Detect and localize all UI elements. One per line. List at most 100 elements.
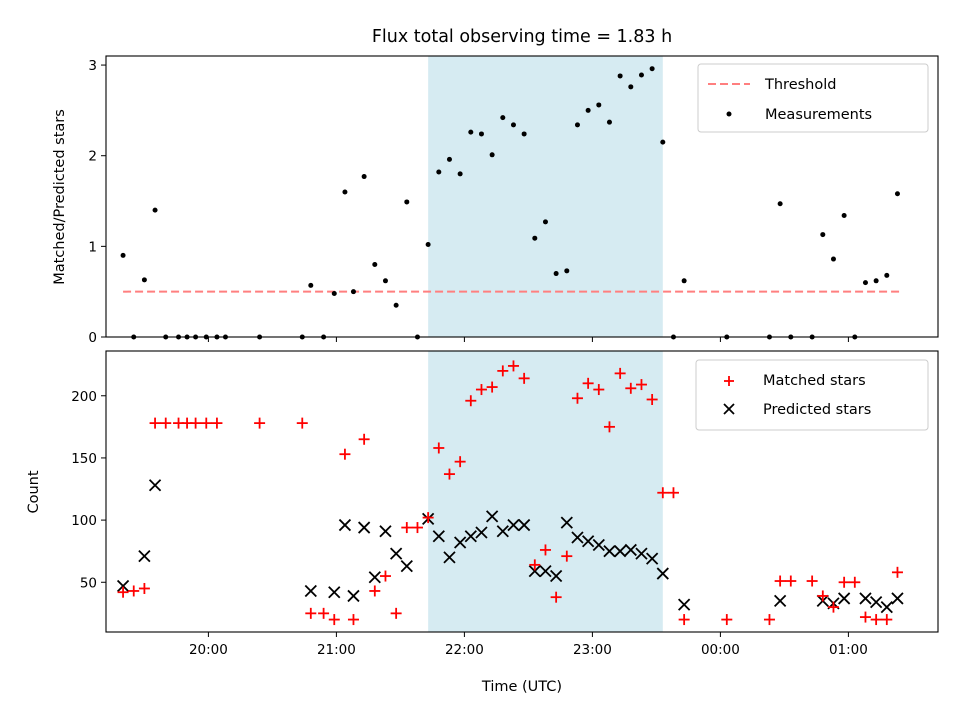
measurement-point xyxy=(542,219,548,225)
predicted-star-point xyxy=(635,547,648,560)
measurement-point xyxy=(404,199,410,205)
matched-star-point xyxy=(328,614,340,626)
bottom-axes-frame xyxy=(105,350,939,633)
matched-star-point xyxy=(646,393,658,405)
measurement-point xyxy=(489,152,495,158)
matched-star-point xyxy=(318,607,330,619)
x-tick-label: 00:00 xyxy=(701,642,740,658)
matched-star-point xyxy=(507,360,519,372)
predicted-star-point xyxy=(549,569,563,583)
measurement-point xyxy=(649,66,655,72)
top-shaded-window xyxy=(428,56,663,337)
measurement-point xyxy=(830,256,836,262)
x-tick-label: 22:00 xyxy=(445,642,484,658)
predicted-star-point xyxy=(400,559,413,573)
measurement-point xyxy=(628,84,634,90)
predicted-star-point xyxy=(891,592,904,605)
measurement-point xyxy=(446,156,452,162)
matched-star-point xyxy=(211,417,223,429)
measurement-point xyxy=(331,290,337,296)
predicted-star-point xyxy=(443,551,456,564)
matched-star-point xyxy=(390,607,402,619)
predicted-star-point xyxy=(304,584,317,598)
matched-star-point xyxy=(614,367,626,379)
bottom-marks xyxy=(116,360,904,626)
matched-star-point xyxy=(849,576,861,588)
matched-star-point xyxy=(550,591,562,603)
matched-star-point xyxy=(667,487,679,499)
matched-star-point xyxy=(881,614,893,626)
matched-star-point xyxy=(454,456,466,468)
predicted-star-point xyxy=(379,525,392,538)
bottom-legend: Matched stars Predicted stars xyxy=(695,359,929,431)
predicted-star-point xyxy=(507,518,520,532)
measurement-point xyxy=(553,271,559,277)
predicted-star-point xyxy=(571,531,584,544)
measurement-point xyxy=(342,189,348,195)
measurement-point xyxy=(681,278,687,284)
measurement-point xyxy=(120,252,126,258)
predicted-star-point xyxy=(603,545,616,558)
bottom-y-tick-label: 100 xyxy=(71,513,97,529)
matched-star-point xyxy=(200,417,212,429)
top-y-tick-label: 2 xyxy=(88,149,97,165)
measurement-point xyxy=(457,171,463,177)
top-legend: Threshold Measurements xyxy=(697,63,929,133)
measurement-point xyxy=(468,129,474,135)
measurement-point xyxy=(393,302,399,308)
measurement-point xyxy=(574,122,580,128)
predicted-star-point xyxy=(880,600,893,614)
bottom-legend-box xyxy=(695,359,929,431)
predicted-star-point xyxy=(485,510,499,523)
bottom-y-axis-label: Count xyxy=(26,470,42,513)
x-tick-label: 20:00 xyxy=(189,642,228,658)
matched-star-point xyxy=(475,384,487,396)
measurement-point xyxy=(425,242,431,248)
predicted-star-point xyxy=(528,564,541,578)
measurement-point xyxy=(564,268,570,274)
matched-star-point xyxy=(529,559,541,571)
measurement-point xyxy=(382,278,388,284)
matched-star-point xyxy=(486,381,498,393)
bottom-y-tick-label: 50 xyxy=(80,575,97,591)
matched-star-point xyxy=(347,614,359,626)
predicted-star-point xyxy=(517,518,531,532)
x-tick-label: 01:00 xyxy=(829,642,868,658)
predicted-star-point xyxy=(592,538,605,552)
predicted-star-point xyxy=(148,479,162,492)
matched-star-point xyxy=(497,365,509,377)
predicted-star-point xyxy=(389,547,403,560)
predicted-star-point xyxy=(475,526,488,539)
matched-star-point xyxy=(411,522,423,534)
predicted-star-point xyxy=(453,536,467,549)
predicted-star-point xyxy=(560,516,573,529)
bottom-panel: 50 100 150 200 20:00 21:00 22:00 23:00 00:00 01:… xyxy=(26,350,939,695)
bottom-y-tick-label: 200 xyxy=(71,389,97,405)
matched-star-point xyxy=(401,522,413,534)
matched-star-point xyxy=(817,590,829,602)
predicted-star-point xyxy=(464,530,477,543)
matched-star-point xyxy=(774,575,786,587)
matched-star-point xyxy=(827,601,839,613)
top-y-ticks: 0 1 2 3 xyxy=(88,58,106,346)
matched-star-point xyxy=(358,433,370,445)
matched-star-point xyxy=(678,614,690,626)
measurement-point xyxy=(361,174,367,180)
matched-star-point xyxy=(891,566,903,578)
measurement-point xyxy=(660,139,666,145)
matched-star-point xyxy=(305,607,317,619)
predicted-legend-label: Predicted stars xyxy=(763,402,871,418)
top-y-tick-label: 0 xyxy=(88,330,97,346)
matched-legend-label: Matched stars xyxy=(763,373,866,389)
top-axes-frame xyxy=(105,55,939,338)
matched-star-point xyxy=(296,417,308,429)
measurement-point xyxy=(606,119,612,125)
top-x-ticks xyxy=(207,337,849,342)
predicted-star-point xyxy=(338,518,352,532)
top-panel: 0 1 2 3 Matched/Predicted stars Threshold M… xyxy=(52,55,939,346)
predicted-legend-swatch xyxy=(723,403,735,415)
predicted-star-point xyxy=(656,567,669,580)
measurement-point xyxy=(841,213,847,219)
matched-star-point xyxy=(149,417,161,429)
